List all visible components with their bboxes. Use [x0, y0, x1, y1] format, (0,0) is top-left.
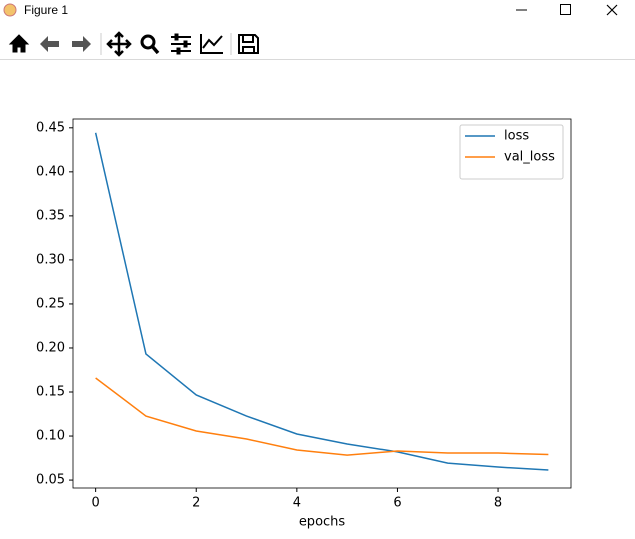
plot: epochs 0.05 0.10 0.15 0.20 0.25 0.30 0.35 0.40 0…: [36, 118, 572, 530]
legend-label: val_loss: [504, 150, 555, 165]
close-button[interactable]: [606, 4, 618, 16]
y-tick-label: 0.05: [36, 473, 65, 488]
x-tick-label: 0: [91, 496, 99, 511]
y-tick-label: 0.15: [36, 385, 65, 400]
app-icon: [3, 3, 17, 17]
y-tick-label: 0.20: [36, 340, 65, 355]
x-axis-label: epochs: [299, 515, 346, 530]
x-tick-label: 6: [393, 496, 401, 511]
y-tick-label: 0.30: [36, 252, 65, 267]
configure-button[interactable]: [171, 36, 191, 52]
y-tick-label: 0.40: [36, 164, 65, 179]
legend-label: loss: [504, 129, 529, 144]
forward-button[interactable]: [72, 36, 91, 52]
toolbar: [8, 31, 259, 57]
line-series: [95, 377, 549, 456]
y-tick-label: 0.25: [36, 296, 65, 311]
x-tick-label: 4: [293, 496, 301, 511]
y-tick-label: 0.10: [36, 429, 65, 444]
y-tick-label: 0.45: [36, 120, 65, 135]
line-series: [94, 132, 549, 471]
y-tick-label: 0.35: [36, 208, 65, 223]
edit-axis-button[interactable]: [200, 34, 223, 54]
maximize-button[interactable]: [560, 4, 571, 15]
zoom-button[interactable]: [140, 34, 156, 50]
window-title: Figure 1: [24, 3, 68, 17]
title-bar: Figure 1: [3, 3, 618, 17]
back-button[interactable]: [40, 36, 59, 52]
legend-box: [459, 124, 564, 180]
save-button[interactable]: [238, 34, 259, 54]
pan-button[interactable]: [106, 31, 132, 57]
x-tick-label: 8: [494, 496, 502, 511]
x-tick-label: 2: [192, 496, 200, 511]
axes-frame: [72, 118, 572, 489]
home-button[interactable]: [8, 34, 30, 53]
